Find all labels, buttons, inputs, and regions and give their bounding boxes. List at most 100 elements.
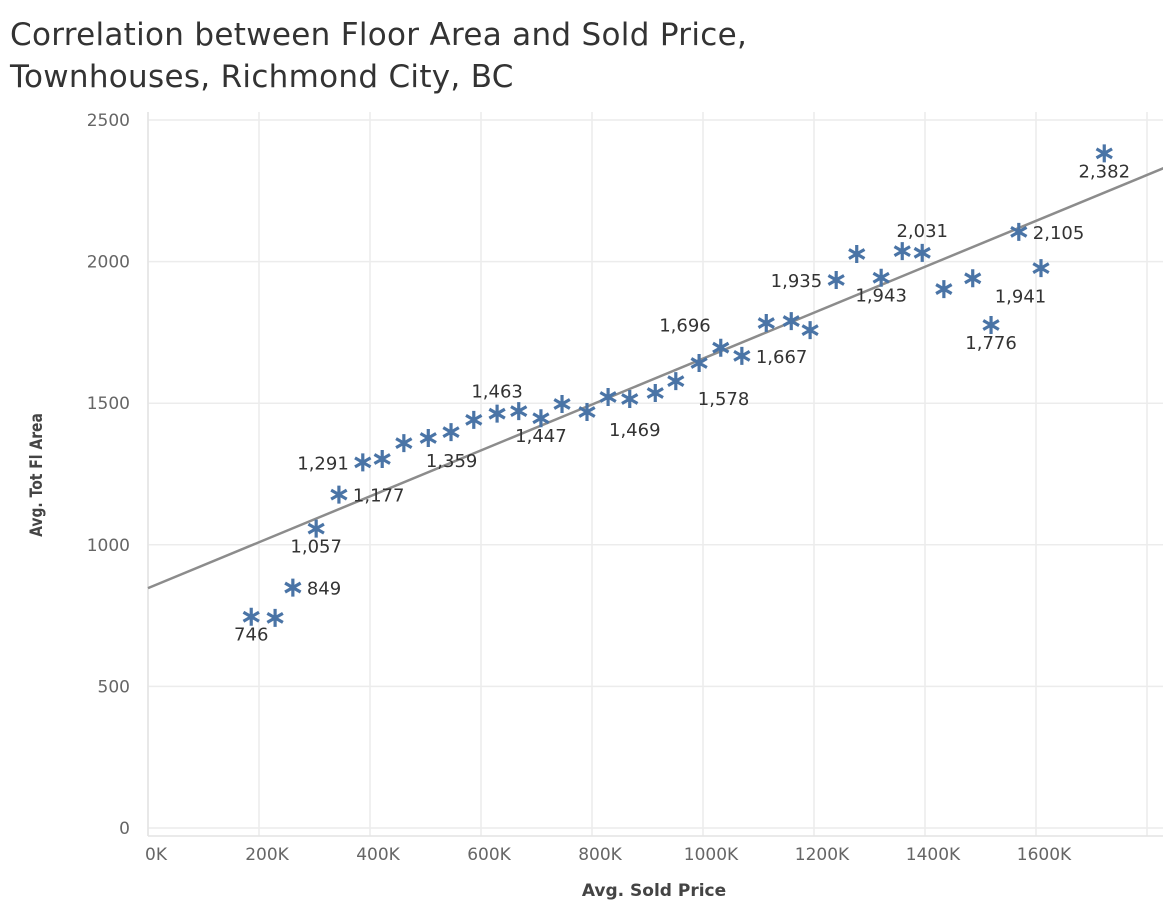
data-point: [373, 449, 391, 468]
x-axis-label: Avg. Sold Price: [582, 881, 726, 901]
data-point: [733, 346, 751, 365]
data-label: 746: [234, 625, 268, 646]
data-point: [578, 402, 596, 421]
asterisk-marker: [801, 321, 819, 340]
data-label: 1,776: [965, 333, 1017, 354]
asterisk-marker: [1010, 222, 1028, 241]
data-point: [266, 608, 284, 627]
asterisk-marker: [510, 402, 528, 421]
data-point: [307, 519, 325, 538]
data-label: 1,291: [297, 453, 349, 474]
asterisk-marker: [733, 346, 751, 365]
asterisk-marker: [242, 607, 260, 626]
data-point: [465, 410, 483, 429]
asterisk-marker: [646, 384, 664, 403]
data-label: 2,382: [1078, 161, 1130, 182]
chart-title: Correlation between Floor Area and Sold …: [10, 14, 747, 98]
data-label: 1,359: [426, 451, 478, 472]
asterisk-marker: [532, 409, 550, 428]
data-label: 849: [307, 579, 341, 600]
asterisk-marker: [935, 280, 953, 299]
data-label: 1,941: [995, 286, 1047, 307]
data-point: [354, 453, 372, 472]
asterisk-marker: [307, 519, 325, 538]
data-point: [1010, 222, 1028, 241]
data-label: 1,943: [855, 286, 907, 307]
asterisk-marker: [488, 404, 506, 423]
data-point: [964, 269, 982, 288]
data-point: [532, 409, 550, 428]
data-point: [442, 423, 460, 442]
asterisk-marker: [982, 316, 1000, 335]
asterisk-marker: [330, 485, 348, 504]
data-label: 1,177: [353, 486, 405, 507]
data-label: 1,935: [771, 271, 823, 292]
x-tick-label: 800K: [578, 845, 622, 865]
asterisk-marker: [782, 312, 800, 331]
data-label: 1,469: [609, 420, 661, 441]
asterisk-marker: [266, 608, 284, 627]
data-label: 1,696: [659, 316, 711, 337]
data-point: [395, 434, 413, 453]
asterisk-marker: [913, 243, 931, 262]
asterisk-marker: [621, 389, 639, 408]
y-axis-label: Avg. Tot Fl Area: [27, 413, 47, 537]
asterisk-marker: [419, 429, 437, 448]
data-point: [893, 242, 911, 261]
data-point: [872, 268, 890, 287]
y-tick-label: 2000: [87, 253, 130, 273]
data-point: [419, 429, 437, 448]
data-label: 2,105: [1033, 223, 1085, 244]
chart-title-line-1: Correlation between Floor Area and Sold …: [10, 17, 748, 53]
data-point: [599, 387, 617, 406]
data-point: [1032, 259, 1050, 278]
asterisk-marker: [667, 372, 685, 391]
x-tick-label: 1400K: [906, 845, 961, 865]
data-point: [488, 404, 506, 423]
asterisk-marker: [1095, 144, 1113, 163]
data-label: 1,578: [698, 389, 750, 410]
x-tick-label: 600K: [467, 845, 511, 865]
chart-title-line-2: Townhouses, Richmond City, BC: [10, 59, 514, 95]
y-tick-label: 2500: [87, 111, 130, 131]
asterisk-marker: [442, 423, 460, 442]
data-point: [935, 280, 953, 299]
asterisk-marker: [599, 387, 617, 406]
data-point: [827, 271, 845, 290]
data-point: [510, 402, 528, 421]
x-tick-label: 0K: [145, 845, 168, 865]
data-point: [646, 384, 664, 403]
asterisk-marker: [848, 244, 866, 263]
asterisk-marker: [578, 402, 596, 421]
asterisk-marker: [712, 338, 730, 357]
asterisk-marker: [872, 268, 890, 287]
data-point: [667, 372, 685, 391]
data-point: [553, 395, 571, 414]
asterisk-marker: [827, 271, 845, 290]
asterisk-marker: [465, 410, 483, 429]
asterisk-marker: [373, 449, 391, 468]
asterisk-marker: [354, 453, 372, 472]
data-point: [913, 243, 931, 262]
data-label: 2,031: [896, 221, 948, 242]
data-point: [757, 314, 775, 333]
y-tick-label: 1500: [87, 394, 130, 414]
x-tick-label: 400K: [356, 845, 400, 865]
x-tick-label: 200K: [245, 845, 289, 865]
x-tick-label: 1200K: [795, 845, 850, 865]
asterisk-marker: [757, 314, 775, 333]
x-tick-label: 1600K: [1017, 845, 1072, 865]
asterisk-marker: [690, 353, 708, 372]
asterisk-marker: [964, 269, 982, 288]
data-point: [690, 353, 708, 372]
asterisk-marker: [893, 242, 911, 261]
data-point: [982, 316, 1000, 335]
data-point: [621, 389, 639, 408]
data-point: [1095, 144, 1113, 163]
data-label: 1,447: [515, 426, 567, 447]
asterisk-marker: [395, 434, 413, 453]
data-point: [848, 244, 866, 263]
data-point: [712, 338, 730, 357]
data-label: 1,057: [290, 537, 342, 558]
